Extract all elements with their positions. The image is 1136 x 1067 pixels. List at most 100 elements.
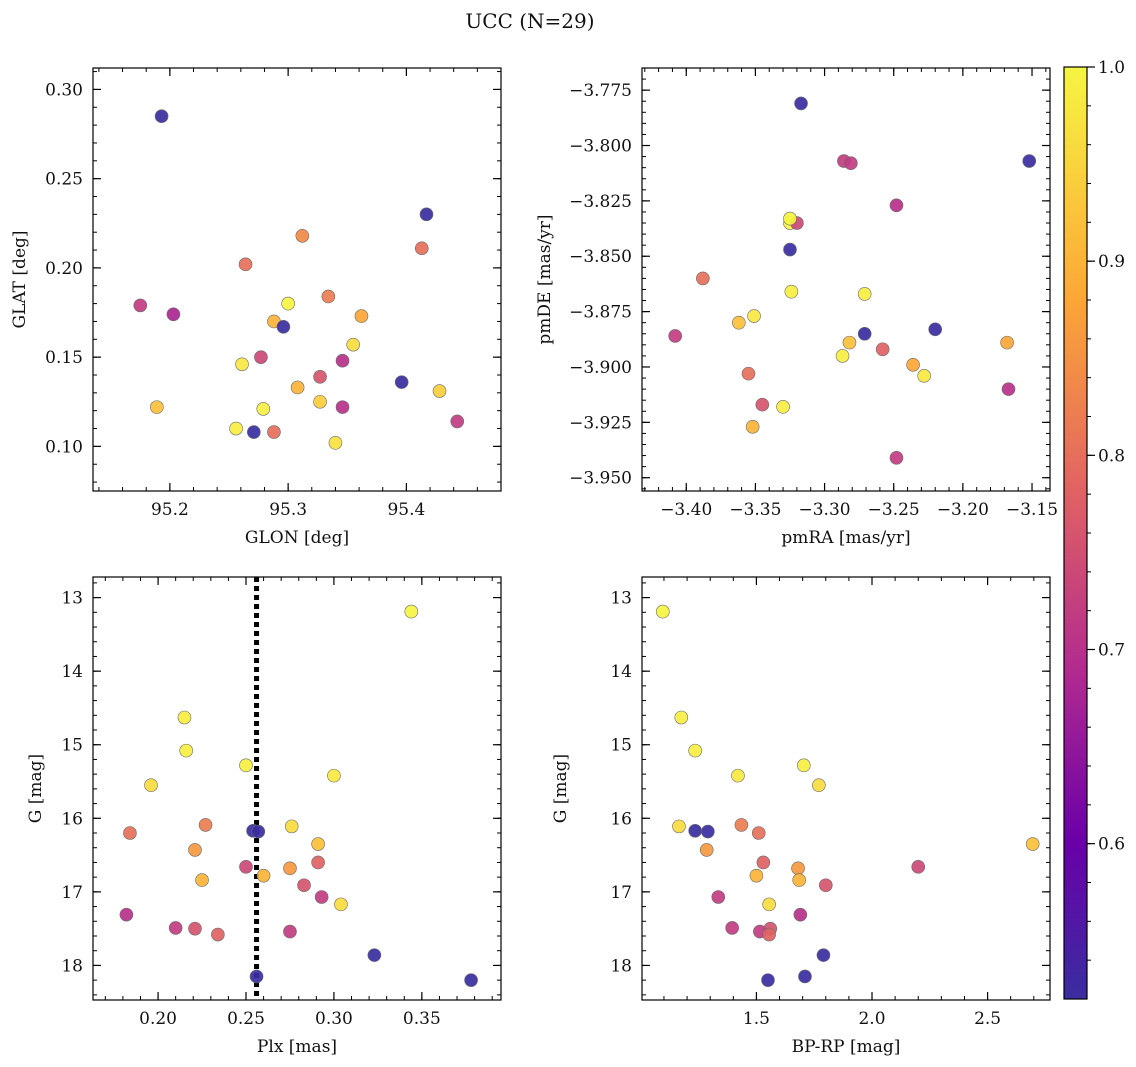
- data-point: [816, 948, 831, 962]
- y-tick-label: 18: [61, 956, 83, 976]
- data-point: [414, 241, 429, 256]
- data-point: [283, 924, 297, 939]
- data-point: [1000, 335, 1014, 350]
- data-point: [797, 758, 811, 773]
- data-point: [917, 369, 931, 383]
- x-axis-label: Plx [mas]: [257, 1037, 337, 1057]
- axes-frame: [92, 67, 502, 492]
- y-tick-label: 15: [610, 736, 632, 756]
- x-tick-label: −3.35: [729, 500, 781, 520]
- panel-4: 1.5 2.0 2.5 13 14 15 16 17 18 BP-RP [mag] G [mag]: [551, 576, 1051, 1057]
- data-point: [354, 309, 369, 323]
- data-point: [229, 421, 243, 436]
- data-point: [762, 927, 776, 942]
- data-point: [198, 818, 213, 832]
- y-tick-label: −3.925: [569, 413, 632, 433]
- data-point: [281, 296, 295, 311]
- panel-3: 0.20 0.25 0.30 0.35 13 14 15 16 17 18 Plx [mas] G […: [26, 576, 502, 1057]
- y-tick-label: 0.30: [45, 80, 83, 100]
- data-point: [889, 450, 904, 465]
- colorbar-tick-label: 1.0: [1098, 58, 1125, 78]
- data-point: [762, 897, 776, 912]
- data-point: [311, 855, 325, 870]
- data-point: [1001, 382, 1016, 396]
- data-point: [327, 768, 341, 783]
- data-point: [150, 400, 164, 414]
- data-point: [699, 843, 714, 857]
- data-point: [123, 826, 137, 840]
- data-point: [798, 969, 812, 984]
- data-point: [783, 242, 797, 257]
- data-point: [784, 284, 799, 299]
- data-point: [177, 710, 192, 725]
- x-tick-label: 0.35: [403, 1009, 441, 1029]
- y-tick-label: −3.950: [569, 469, 632, 489]
- data-point: [1025, 837, 1040, 851]
- y-axis-label: G [mag]: [26, 754, 46, 823]
- data-point: [404, 604, 419, 619]
- figure-title: UCC (N=29): [465, 9, 594, 33]
- colorbar-tick-label: 0.9: [1098, 252, 1125, 272]
- data-point: [656, 604, 670, 619]
- x-tick-label: 0.25: [227, 1009, 265, 1029]
- data-point: [791, 861, 805, 876]
- y-tick-label: 18: [610, 956, 632, 976]
- y-tick-label: 15: [61, 736, 83, 756]
- data-point: [818, 878, 833, 893]
- x-tick-label: −3.30: [799, 500, 851, 520]
- y-tick-label: −3.825: [569, 192, 632, 212]
- data-point: [394, 375, 409, 389]
- data-point: [297, 878, 311, 893]
- x-tick-label: −3.20: [937, 500, 989, 520]
- data-point: [367, 948, 382, 962]
- data-point: [334, 897, 348, 912]
- data-point: [188, 921, 202, 936]
- data-point: [696, 271, 710, 286]
- colorbar-tick-label: 0.6: [1098, 835, 1125, 855]
- data-point: [783, 211, 797, 226]
- data-point: [256, 868, 271, 883]
- axes-frame: [92, 576, 502, 1001]
- data-point: [284, 819, 299, 834]
- data-point: [144, 778, 158, 792]
- colorbar-tick-label: 0.8: [1098, 446, 1125, 466]
- data-point: [432, 384, 447, 398]
- data-point: [674, 710, 689, 725]
- x-tick-label: 95.4: [387, 500, 425, 520]
- data-point: [314, 890, 329, 904]
- panel-1: 95.2 95.3 95.4 0.10 0.15 0.20 0.25 0.30 GLON [de…: [10, 67, 502, 548]
- data-point: [211, 927, 225, 942]
- axes-frame: [641, 67, 1051, 492]
- y-axis-label: G [mag]: [551, 754, 571, 823]
- data-point: [875, 342, 890, 357]
- data-point: [188, 843, 202, 857]
- x-axis-label: BP-RP [mag]: [792, 1037, 901, 1057]
- data-point: [911, 860, 926, 874]
- y-tick-label: 0.25: [45, 170, 83, 190]
- y-tick-label: 0.20: [45, 259, 83, 279]
- data-point: [290, 380, 305, 395]
- colorbar-gradient: [1063, 66, 1088, 1000]
- data-point: [311, 837, 325, 851]
- data-point: [688, 823, 702, 838]
- data-point: [238, 257, 253, 272]
- y-tick-label: −3.900: [569, 358, 632, 378]
- y-tick-label: −3.800: [569, 137, 632, 157]
- data-point: [672, 819, 686, 834]
- data-point: [747, 309, 761, 323]
- data-point: [254, 350, 268, 364]
- panel-2: −3.40 −3.35 −3.30 −3.25 −3.20 −3.15 −3.775 −3.8…: [535, 67, 1058, 548]
- colorbar-tick-label: 0.7: [1098, 641, 1125, 661]
- data-point: [119, 907, 134, 922]
- data-point: [321, 289, 336, 304]
- y-tick-label: −3.850: [569, 247, 632, 267]
- data-point: [247, 425, 261, 439]
- data-point: [166, 307, 181, 322]
- data-point: [256, 402, 271, 416]
- data-point: [732, 315, 746, 330]
- y-tick-label: 16: [610, 809, 632, 829]
- y-axis-label: GLAT [deg]: [10, 230, 30, 328]
- data-point: [283, 861, 297, 876]
- data-point: [812, 778, 826, 792]
